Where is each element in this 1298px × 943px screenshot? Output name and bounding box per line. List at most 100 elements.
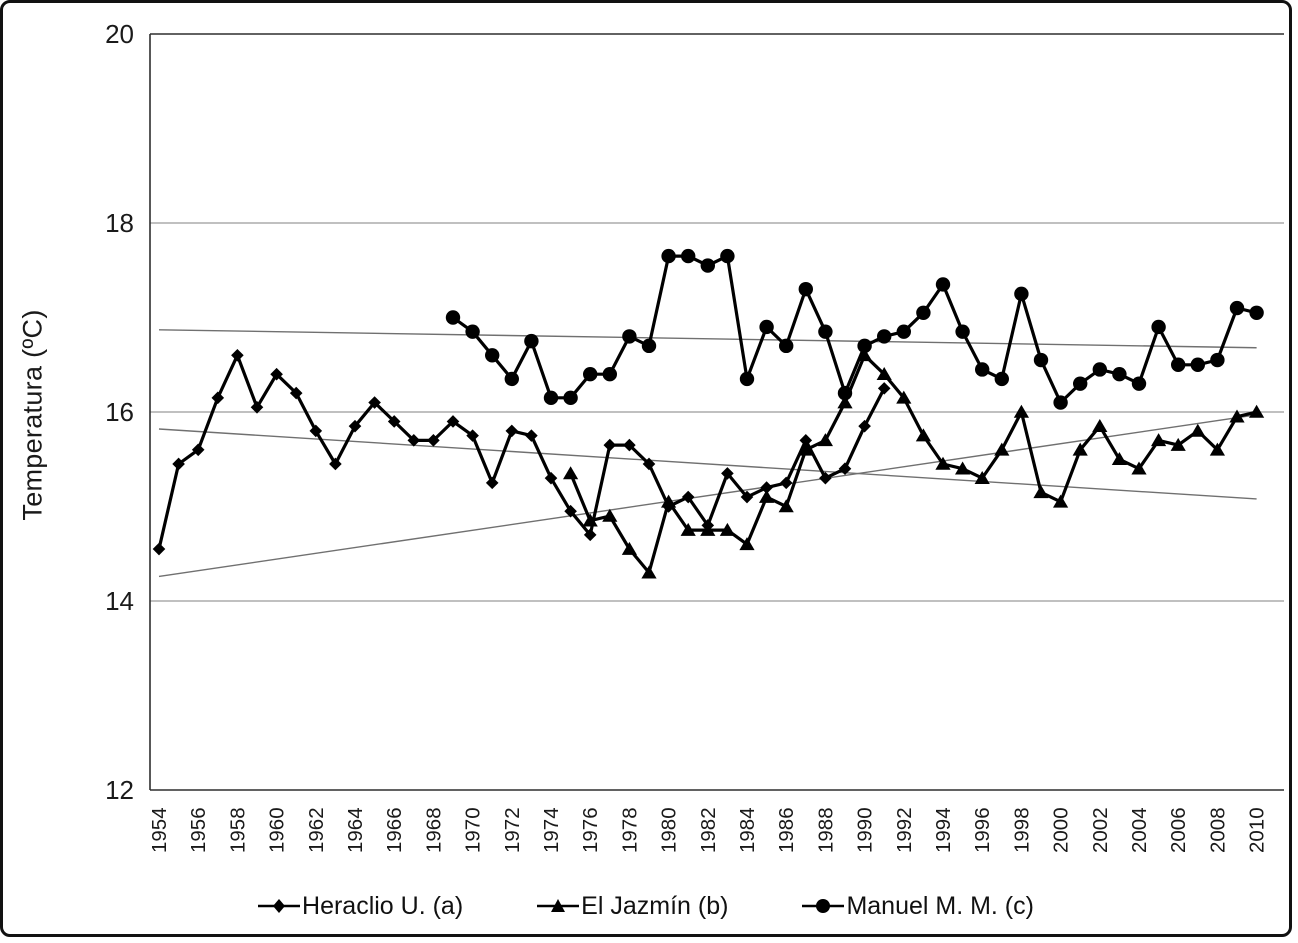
data-point-circle: [975, 362, 990, 377]
x-tick-label: 1972: [501, 807, 524, 853]
data-point-diamond: [721, 467, 734, 480]
legend-item-heraclio: Heraclio U. (a): [258, 892, 463, 921]
data-point-diamond: [525, 429, 538, 442]
data-point-triangle: [1111, 452, 1127, 466]
data-point-triangle: [1013, 404, 1029, 418]
legend-item-manuel: Manuel M. M. (c): [802, 892, 1034, 921]
data-point-triangle: [935, 456, 951, 470]
data-point-diamond: [270, 367, 283, 381]
x-tick-label: 1990: [854, 807, 877, 853]
data-point-diamond: [329, 457, 342, 471]
data-point-diamond: [485, 476, 499, 490]
data-point-circle: [602, 367, 617, 382]
data-point-triangle: [1209, 442, 1225, 456]
data-point-diamond: [250, 400, 264, 414]
data-point-circle: [681, 248, 696, 264]
data-point-circle: [563, 390, 578, 406]
data-point-circle: [857, 338, 872, 354]
data-point-triangle: [1092, 418, 1108, 432]
data-point-circle: [661, 248, 676, 264]
data-point-diamond: [446, 415, 460, 428]
data-point-diamond: [603, 438, 617, 452]
data-point-circle: [1073, 376, 1088, 391]
data-point-diamond: [505, 424, 519, 438]
x-tick-label: 1982: [697, 807, 720, 853]
data-point-triangle: [1190, 423, 1206, 437]
y-tick-label: 18: [105, 208, 134, 238]
data-point-diamond: [642, 457, 656, 471]
x-tick-label: 1954: [148, 807, 171, 853]
data-point-circle: [896, 324, 911, 339]
trend-line-0: [158, 428, 1257, 500]
data-point-diamond: [172, 457, 185, 471]
data-point-triangle: [582, 513, 598, 527]
series-line-1: [568, 353, 1259, 575]
x-tick-label: 1958: [226, 807, 249, 853]
data-point-circle: [524, 333, 539, 349]
data-point-circle: [485, 348, 500, 363]
data-point-diamond: [544, 471, 558, 485]
data-point-circle: [1033, 352, 1049, 368]
data-point-triangle: [759, 489, 775, 503]
data-point-circle: [641, 338, 657, 354]
data-point-diamond: [427, 434, 440, 447]
data-point-triangle: [994, 442, 1010, 456]
data-point-triangle: [798, 442, 814, 456]
x-tick-label: 1974: [540, 807, 563, 853]
data-point-circle: [1229, 300, 1245, 316]
data-point-circle: [1131, 376, 1147, 391]
data-point-triangle: [837, 395, 853, 409]
x-tick-label: 1960: [266, 807, 289, 853]
x-tick-label: 1986: [775, 807, 798, 853]
data-point-diamond: [819, 471, 832, 485]
y-tick-label: 14: [105, 586, 134, 616]
data-point-circle: [1151, 319, 1166, 335]
legend-label: Heraclio U. (a): [302, 891, 464, 920]
data-point-triangle: [602, 508, 618, 522]
data-point-triangle: [876, 367, 892, 380]
data-point-diamond: [387, 415, 401, 428]
data-point-diamond: [760, 481, 773, 494]
data-point-diamond: [858, 419, 871, 433]
x-tick-label: 2000: [1050, 807, 1073, 853]
data-point-triangle: [1033, 485, 1049, 499]
legend-label: Manuel M. M. (c): [846, 891, 1034, 920]
data-point-circle: [759, 319, 774, 335]
data-point-triangle: [974, 470, 990, 484]
x-tick-label: 1978: [618, 807, 641, 853]
data-point-circle: [1112, 367, 1127, 382]
x-tick-label: 2002: [1089, 807, 1112, 853]
x-tick-label: 1976: [579, 807, 602, 853]
data-point-triangle: [719, 522, 735, 536]
data-point-circle: [739, 371, 755, 387]
data-point-diamond: [623, 438, 636, 452]
data-point-triangle: [817, 433, 833, 447]
data-point-triangle: [563, 466, 579, 480]
data-point-triangle: [1249, 404, 1265, 418]
data-point-triangle: [1170, 437, 1186, 451]
data-point-diamond: [191, 443, 205, 457]
data-point-circle: [837, 385, 853, 401]
legend-label: El Jazmín (b): [581, 891, 729, 920]
data-point-circle: [818, 324, 833, 339]
data-point-diamond: [368, 396, 381, 409]
data-point-diamond: [348, 419, 362, 433]
data-point-circle: [543, 390, 559, 406]
x-tick-label: 1992: [893, 807, 916, 853]
data-point-circle: [720, 248, 735, 264]
x-tick-label: 1988: [814, 807, 837, 853]
data-point-circle: [1014, 286, 1029, 302]
data-point-triangle: [700, 522, 716, 536]
data-point-triangle: [641, 565, 657, 579]
data-point-triangle: [680, 522, 696, 536]
data-point-diamond: [877, 382, 891, 395]
x-tick-label: 1964: [344, 807, 367, 853]
data-point-circle: [583, 367, 598, 382]
x-tick-label: 1996: [971, 807, 994, 853]
data-point-triangle: [915, 428, 931, 442]
legend-item-el-jazmin: El Jazmín (b): [537, 892, 728, 921]
y-tick-label: 12: [105, 775, 134, 805]
data-point-diamond: [407, 434, 421, 447]
data-point-diamond: [740, 490, 754, 504]
